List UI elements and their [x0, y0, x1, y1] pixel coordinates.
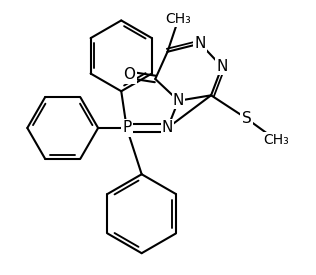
Text: P: P	[122, 120, 131, 136]
Text: O: O	[124, 67, 136, 82]
Text: N: N	[216, 59, 228, 74]
Text: S: S	[242, 111, 251, 126]
Text: N: N	[195, 36, 206, 51]
Text: CH₃: CH₃	[264, 133, 289, 147]
Text: N: N	[162, 120, 173, 136]
Text: N: N	[173, 93, 184, 108]
Text: CH₃: CH₃	[166, 12, 191, 26]
